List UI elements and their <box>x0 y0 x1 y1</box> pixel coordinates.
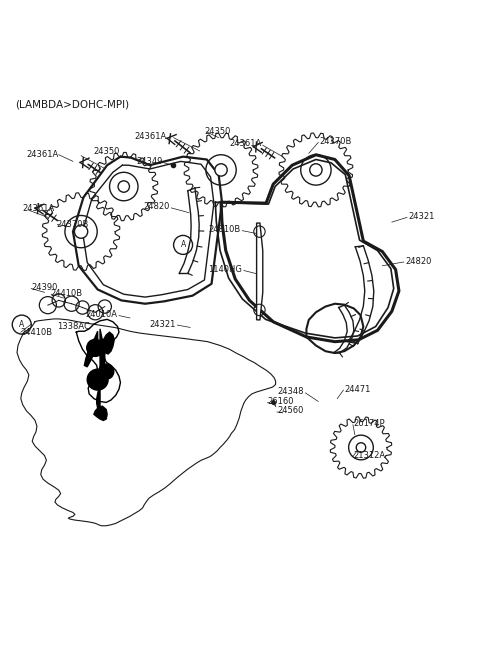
Text: 26174P: 26174P <box>354 419 385 428</box>
Text: 24350: 24350 <box>94 148 120 157</box>
Circle shape <box>74 225 88 238</box>
Text: 24010A: 24010A <box>85 310 118 319</box>
Polygon shape <box>96 329 105 417</box>
Text: 24361A: 24361A <box>23 204 55 214</box>
Text: 24370B: 24370B <box>320 137 352 146</box>
Text: 24410B: 24410B <box>50 289 83 298</box>
Text: 24471: 24471 <box>344 385 371 394</box>
Text: 26160: 26160 <box>267 397 294 406</box>
Text: 24361A: 24361A <box>134 132 167 141</box>
Text: 24390: 24390 <box>31 283 58 292</box>
Text: 24370B: 24370B <box>56 220 88 229</box>
Text: 24410B: 24410B <box>21 328 53 337</box>
Text: 24349: 24349 <box>137 157 163 166</box>
Text: 24820: 24820 <box>144 202 170 212</box>
Polygon shape <box>101 332 114 354</box>
Polygon shape <box>94 406 107 421</box>
Text: 24348: 24348 <box>277 387 304 396</box>
Text: (LAMBDA>DOHC-MPI): (LAMBDA>DOHC-MPI) <box>14 100 129 110</box>
Polygon shape <box>84 331 97 367</box>
Circle shape <box>87 369 108 390</box>
Text: 24820: 24820 <box>405 257 432 266</box>
Text: 24350: 24350 <box>204 127 231 136</box>
Text: 24361A: 24361A <box>26 150 59 159</box>
Text: 24361A: 24361A <box>229 139 261 148</box>
Circle shape <box>118 181 130 192</box>
Text: 1140HG: 1140HG <box>208 265 242 274</box>
Circle shape <box>310 164 322 176</box>
Text: 24321: 24321 <box>408 212 435 221</box>
Text: 24560: 24560 <box>277 406 303 415</box>
Text: 24321: 24321 <box>150 319 176 328</box>
Text: A: A <box>180 240 186 249</box>
Text: 1338AC: 1338AC <box>57 322 90 331</box>
Text: 21312A: 21312A <box>354 451 386 460</box>
Circle shape <box>98 364 114 379</box>
Text: A: A <box>19 320 24 329</box>
Polygon shape <box>257 223 263 320</box>
Text: 24810B: 24810B <box>209 225 241 234</box>
Circle shape <box>215 164 227 176</box>
Circle shape <box>356 443 366 453</box>
Circle shape <box>87 340 104 357</box>
